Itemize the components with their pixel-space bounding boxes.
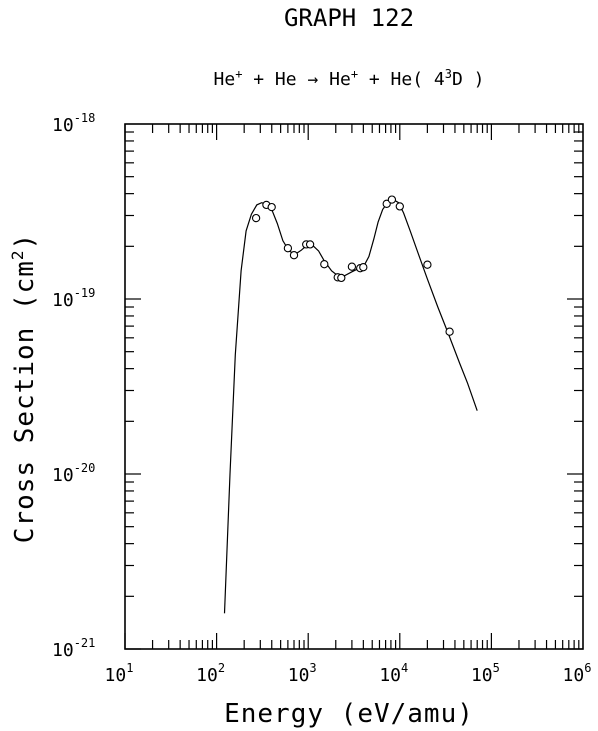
y-tick-exponent: -18 bbox=[74, 111, 96, 125]
subtitle-text: + He( 4 bbox=[358, 69, 445, 90]
data-point bbox=[423, 260, 432, 269]
x-axis-label: Energy (eV/amu) bbox=[224, 699, 474, 729]
x-tick-base: 10 bbox=[196, 665, 218, 686]
x-tick-label: 104 bbox=[379, 661, 408, 686]
y-tick-base: 10 bbox=[52, 640, 74, 661]
subtitle-text: He bbox=[318, 69, 351, 90]
chart-subtitle: He+​ + He → He+​ + He( 43​D ) bbox=[214, 67, 485, 90]
y-tick-base: 10 bbox=[52, 290, 74, 311]
data-point bbox=[445, 327, 454, 336]
y-axis-label-superscript: 2 bbox=[8, 249, 27, 260]
y-tick-base: 10 bbox=[52, 115, 74, 136]
data-point bbox=[382, 199, 391, 208]
subtitle-text: + He bbox=[242, 69, 307, 90]
x-tick-label: 103 bbox=[288, 661, 317, 686]
y-tick-label: 10-19 bbox=[52, 286, 95, 311]
x-tick-exponent: 5 bbox=[493, 661, 500, 675]
x-tick-label: 102 bbox=[196, 661, 225, 686]
data-point bbox=[267, 202, 276, 212]
x-tick-label: 101 bbox=[105, 661, 134, 686]
x-tick-base: 10 bbox=[105, 665, 127, 686]
y-tick-exponent: -20 bbox=[74, 461, 96, 475]
y-tick-label: 10-20 bbox=[52, 461, 95, 486]
x-tick-base: 10 bbox=[563, 665, 585, 686]
x-tick-base: 10 bbox=[379, 665, 401, 686]
data-point bbox=[359, 263, 368, 272]
y-tick-base: 10 bbox=[52, 465, 74, 486]
y-tick-exponent: -19 bbox=[74, 286, 96, 300]
subtitle-superscript: 3 bbox=[445, 67, 452, 81]
data-point bbox=[387, 195, 397, 204]
y-tick-label: 10-18 bbox=[52, 111, 95, 136]
data-point bbox=[347, 262, 357, 271]
data-point bbox=[320, 260, 329, 269]
data-point bbox=[283, 244, 293, 253]
x-tick-label: 105 bbox=[471, 661, 500, 686]
y-tick-exponent: -21 bbox=[74, 636, 96, 650]
subtitle-text: He bbox=[214, 69, 236, 90]
fit-curve bbox=[223, 198, 478, 614]
subtitle-superscript: + bbox=[351, 67, 358, 81]
x-tick-base: 10 bbox=[471, 665, 493, 686]
x-tick-exponent: 2 bbox=[218, 661, 225, 675]
x-tick-exponent: 1 bbox=[126, 661, 133, 675]
data-point bbox=[305, 240, 315, 249]
data-point bbox=[337, 273, 346, 283]
data-markers bbox=[251, 195, 454, 336]
x-tick-exponent: 4 bbox=[401, 661, 408, 675]
subtitle-text: D ) bbox=[452, 69, 485, 90]
data-point bbox=[289, 251, 299, 260]
y-tick-label: 10-21 bbox=[52, 636, 95, 661]
arrow-glyph: → bbox=[307, 69, 318, 90]
chart-title: GRAPH 122 bbox=[284, 4, 414, 32]
plot-frame bbox=[124, 123, 584, 650]
x-tick-labels: 101 102 103 104 105 106 bbox=[105, 661, 592, 686]
x-tick-exponent: 3 bbox=[309, 661, 316, 675]
data-point bbox=[251, 213, 261, 223]
data-point bbox=[395, 202, 404, 211]
y-axis-label-end: ) bbox=[10, 233, 40, 250]
axis-ticks bbox=[124, 124, 583, 650]
subtitle-superscript: + bbox=[235, 67, 242, 81]
x-tick-base: 10 bbox=[288, 665, 310, 686]
y-axis-label: Cross Section (cm2) bbox=[8, 233, 40, 543]
y-axis-label-text: Cross Section (cm bbox=[10, 260, 40, 543]
x-tick-label: 106 bbox=[563, 661, 592, 686]
x-tick-exponent: 6 bbox=[584, 661, 591, 675]
